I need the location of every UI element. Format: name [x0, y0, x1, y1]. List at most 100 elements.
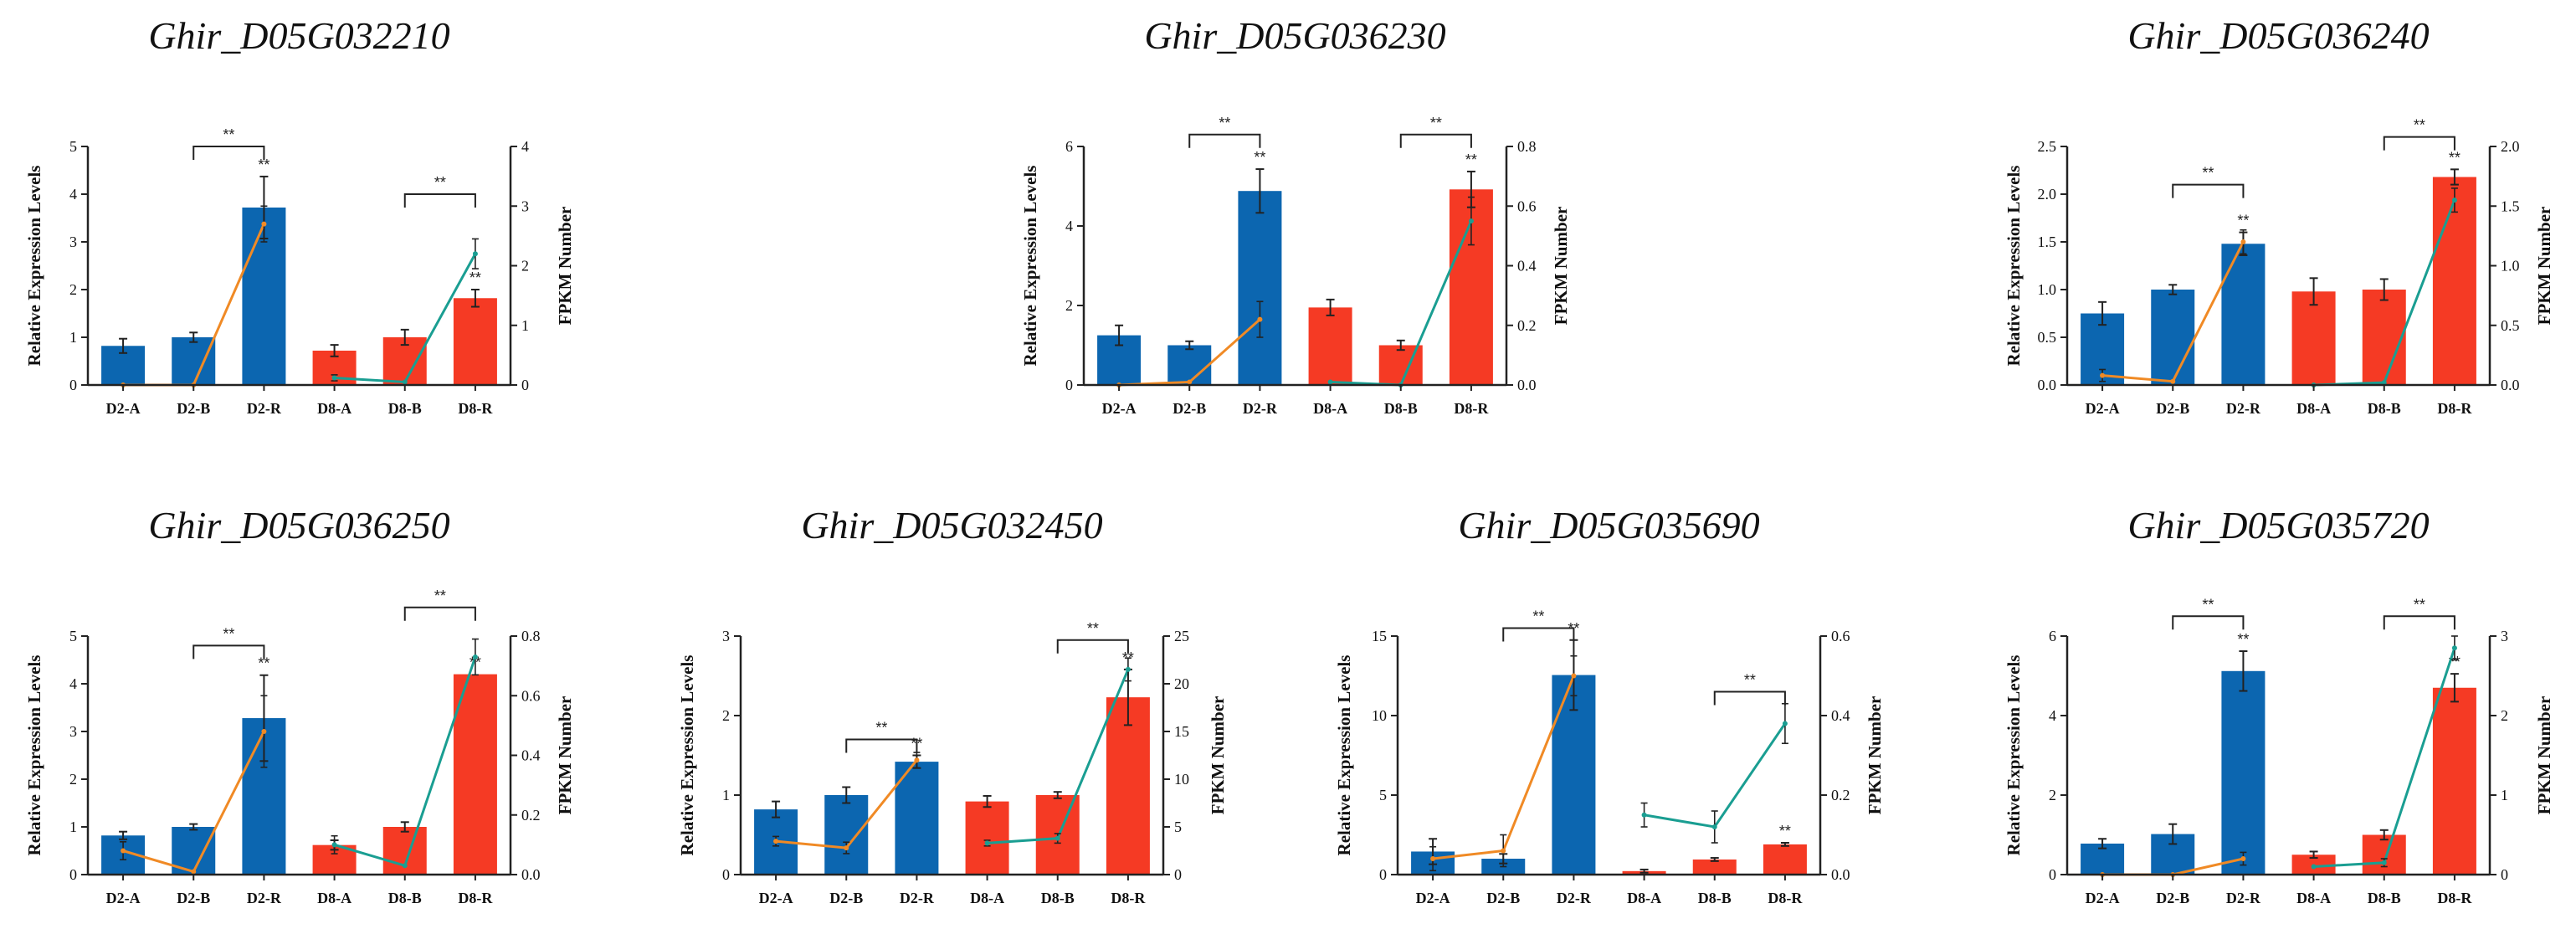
significance-label: **: [470, 269, 481, 286]
y-tick-label: 4: [69, 186, 77, 203]
y2-tick-label: 0.2: [1517, 317, 1537, 334]
bar-d2-r: [895, 762, 939, 875]
y2-tick-label: 0.0: [2501, 377, 2520, 393]
y2-tick-label: 0.5: [2501, 317, 2520, 334]
y-tick-label: 10: [1372, 707, 1387, 724]
fpkm-point: [1430, 856, 1436, 861]
bar-d2-b: [824, 795, 869, 875]
x-tick-label: D8-B: [1698, 890, 1732, 906]
x-tick-label: D2-R: [1243, 400, 1278, 417]
x-tick-label: D2-R: [1557, 890, 1592, 906]
y-axis-label: Relative Expression Levels: [1020, 166, 1040, 367]
x-tick-label: D8-R: [1768, 890, 1803, 906]
y-tick-label: 3: [722, 628, 730, 644]
x-tick-label: D2-A: [1416, 890, 1450, 906]
bar-d2-b: [172, 337, 216, 385]
bracket-label: **: [434, 174, 446, 191]
fpkm-point: [472, 251, 478, 257]
y2-tick-label: 2: [2501, 707, 2508, 724]
y2-tick-label: 0.6: [521, 687, 541, 704]
bracket-label: **: [223, 126, 234, 143]
y-axis-label: Relative Expression Levels: [24, 166, 44, 367]
x-tick-label: D8-A: [2296, 400, 2331, 417]
y-axis-label: Relative Expression Levels: [1334, 655, 1354, 856]
y2-tick-label: 1.0: [2501, 258, 2520, 275]
fpkm-point: [2240, 239, 2246, 244]
fpkm-point: [2240, 856, 2246, 861]
x-tick-label: D8-A: [1627, 890, 1661, 906]
y-tick-label: 2: [69, 771, 77, 788]
y-tick-label: 6: [2049, 628, 2056, 644]
bar-d8-r: [2432, 687, 2476, 875]
bracket-label: **: [2202, 596, 2214, 613]
bracket-label: **: [1087, 620, 1099, 637]
x-tick-label: D8-A: [2296, 890, 2331, 906]
x-tick-label: D8-B: [388, 400, 422, 417]
x-tick-label: D8-A: [970, 890, 1004, 906]
chart-title: Ghir_D05G036240: [2127, 14, 2429, 57]
x-tick-label: D2-B: [177, 400, 210, 417]
y2-tick-label: 0.2: [1831, 787, 1850, 803]
x-tick-label: D2-R: [900, 890, 935, 906]
significance-bracket: [2383, 615, 2455, 630]
significance-label: **: [2237, 631, 2249, 648]
bar-d8-r: [1763, 844, 1807, 875]
y2-tick-label: 0: [1174, 866, 1182, 883]
x-tick-label: D2-A: [1102, 400, 1137, 417]
x-tick-label: D8-A: [317, 890, 352, 906]
y-tick-label: 1: [722, 787, 730, 803]
significance-bracket: [2172, 615, 2245, 630]
y2-tick-label: 0.4: [1517, 258, 1537, 275]
y2-axis-label: FPKM Number: [555, 696, 575, 815]
y-tick-label: 5: [69, 628, 77, 644]
significance-bracket: [1056, 639, 1129, 654]
y-tick-label: 0.0: [2038, 377, 2057, 393]
y2-tick-label: 25: [1174, 628, 1189, 644]
significance-label: **: [1465, 151, 1477, 168]
y2-axis-label: FPKM Number: [1865, 696, 1885, 815]
y2-tick-label: 0.6: [1517, 198, 1537, 214]
chart-svg-3: Ghir_D05G036240 ** ** ** ** 0.0 0.5 1.0 1.5 2.0 2.…: [2004, 14, 2554, 417]
x-tick-label: D8-R: [1111, 890, 1146, 906]
x-tick-label: D8-R: [2437, 400, 2472, 417]
fpkm-point: [331, 375, 337, 381]
fpkm-point: [914, 757, 920, 763]
bar-d2-r: [2221, 244, 2266, 385]
fpkm-point: [1782, 721, 1788, 726]
y2-tick-label: 0.0: [521, 866, 541, 883]
chart-svg-6: Ghir_D05G035690********0510150.00.20.40.…: [1334, 504, 1885, 906]
y-tick-label: 0: [2049, 866, 2056, 883]
x-tick-label: D8-R: [2437, 890, 2472, 906]
y2-tick-label: 3: [2501, 628, 2508, 644]
y-axis-label: Relative Expression Levels: [2004, 166, 2024, 367]
y-tick-label: 2: [69, 281, 77, 298]
chart-title: Ghir_D05G035720: [2127, 504, 2429, 547]
fpkm-point: [2451, 645, 2457, 651]
x-tick-label: D8-A: [317, 400, 352, 417]
y-tick-label: 2.5: [2038, 138, 2057, 155]
y2-tick-label: 0.0: [1831, 866, 1850, 883]
y2-tick-label: 1: [2501, 787, 2508, 803]
bar-d8-b: [2362, 290, 2406, 385]
y-tick-label: 1.0: [2038, 281, 2057, 298]
y2-tick-label: 2.0: [2501, 138, 2520, 155]
significance-bracket: [192, 146, 265, 160]
fpkm-point: [844, 845, 849, 851]
x-tick-label: D2-R: [247, 400, 282, 417]
chart-panel-6: Ghir_D05G035690 ** ** ** ** 0 5 10 15 0.0 0.2 0.4 0.…: [1318, 490, 1904, 925]
fpkm-point: [1641, 812, 1647, 818]
fpkm-point: [2451, 198, 2457, 203]
fpkm-point: [2311, 864, 2317, 870]
y2-axis-label: FPKM Number: [1208, 696, 1228, 815]
y-axis-label: Relative Expression Levels: [2004, 655, 2024, 856]
significance-bracket: [2383, 136, 2455, 151]
y2-tick-label: 0: [521, 377, 529, 393]
y-tick-label: 0: [1065, 377, 1073, 393]
y-tick-label: 3: [69, 723, 77, 740]
y-tick-label: 2: [722, 707, 730, 724]
bar-d8-a: [2291, 291, 2336, 385]
fpkm-point: [121, 848, 126, 854]
x-tick-label: D8-B: [388, 890, 422, 906]
chart-panel-7: Ghir_D05G035720 ** ** ** ** 0 2 4 6 0 1 2 3 D2-A D2-B D…: [1988, 490, 2573, 925]
x-tick-label: D8-B: [1384, 400, 1418, 417]
